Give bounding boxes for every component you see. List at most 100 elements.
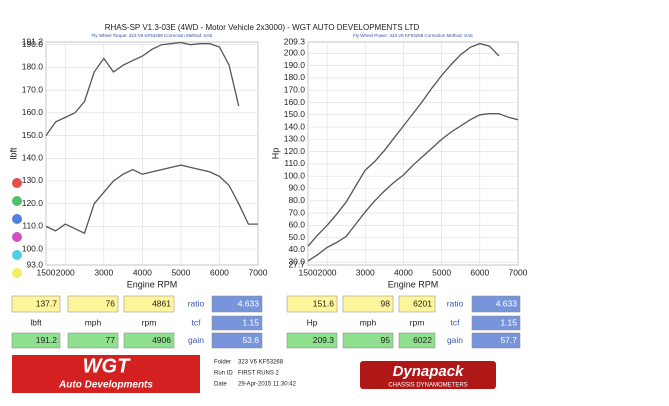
y-tick-label: 160.0 bbox=[284, 97, 306, 107]
factor-value: 4.633 bbox=[238, 298, 260, 308]
readout-value: 98 bbox=[381, 298, 391, 308]
folder-value: 323 V6 KF53268 bbox=[238, 360, 284, 366]
readout-value-box bbox=[67, 332, 119, 349]
x-tick-label: 7000 bbox=[249, 267, 268, 277]
logo-text: WGT bbox=[83, 355, 131, 377]
y-tick-label: 170.0 bbox=[284, 85, 306, 95]
y-tick-label: 90.0 bbox=[288, 183, 305, 193]
curve bbox=[45, 41, 240, 136]
y-axis-title: lbft bbox=[8, 147, 18, 160]
run-label: Run ID bbox=[214, 371, 233, 377]
readout-value: 6201 bbox=[413, 298, 432, 308]
y-tick-label: 200.0 bbox=[284, 48, 306, 58]
wgt-logo bbox=[12, 355, 200, 393]
x-tick-label: 4000 bbox=[133, 267, 152, 277]
readout-value: 4906 bbox=[152, 335, 171, 345]
readout-value: 137.7 bbox=[36, 298, 58, 308]
readout-value-box bbox=[11, 295, 61, 313]
y-tick-label: 150.0 bbox=[22, 130, 44, 140]
factor-value-box bbox=[211, 332, 263, 349]
brand-subtext: CHASSIS DYNAMOMETERS bbox=[388, 383, 467, 389]
channel-dot bbox=[12, 268, 22, 278]
readout-value-box bbox=[398, 295, 436, 313]
channel-dot bbox=[12, 232, 22, 242]
y-tick-label: 110.0 bbox=[284, 158, 305, 168]
x-axis-title: Engine RPM bbox=[127, 279, 178, 289]
readout-unit: rpm bbox=[410, 317, 425, 327]
y-tick-label: 80.0 bbox=[288, 195, 305, 205]
readout-value: 4861 bbox=[152, 298, 171, 308]
y-tick-label: 180.0 bbox=[284, 72, 306, 82]
logo-subtext: Auto Developments bbox=[58, 380, 153, 391]
x-tick-label: 2000 bbox=[56, 267, 75, 277]
x-tick-label: 2000 bbox=[318, 267, 337, 277]
y-tick-label: 93.0 bbox=[26, 259, 43, 269]
readout-unit: mph bbox=[360, 317, 377, 327]
readout-value-box bbox=[67, 295, 119, 313]
dynapack-logo bbox=[360, 361, 496, 389]
folder-label: Folder bbox=[214, 360, 231, 366]
x-axis-title: Engine RPM bbox=[388, 279, 439, 289]
readout-value: 6022 bbox=[413, 335, 432, 345]
readout-value: 191.2 bbox=[36, 335, 58, 345]
readout-value-box bbox=[286, 295, 338, 313]
factor-label: gain bbox=[188, 335, 204, 345]
y-tick-label: 100.0 bbox=[284, 170, 306, 180]
factor-label: ratio bbox=[447, 298, 464, 308]
readout-unit: lbft bbox=[30, 317, 42, 327]
footer: WGT Auto Developments Folder 323 V6 KF53… bbox=[12, 355, 496, 393]
factor-value: 1.15 bbox=[500, 317, 517, 327]
readout-value-box bbox=[123, 295, 175, 313]
y-tick-label: 40.0 bbox=[288, 244, 305, 254]
plot-area bbox=[45, 41, 259, 266]
y-axis-title: Hp bbox=[270, 148, 280, 160]
readout-value: 76 bbox=[106, 298, 116, 308]
y-tick-label: 110.0 bbox=[22, 221, 43, 231]
factor-label: gain bbox=[447, 335, 463, 345]
readout-value-box bbox=[398, 332, 436, 349]
factor-label: tcf bbox=[451, 317, 461, 327]
y-tick-label: 120.0 bbox=[22, 198, 44, 208]
readout-value: 151.6 bbox=[313, 298, 335, 308]
y-tick-label: 27.7 bbox=[288, 259, 305, 269]
curve bbox=[307, 42, 500, 247]
channel-dot bbox=[12, 250, 22, 260]
y-tick-label: 70.0 bbox=[288, 207, 305, 217]
x-tick-label: 3000 bbox=[356, 267, 375, 277]
plot-area bbox=[307, 41, 519, 266]
y-tick-label: 140.0 bbox=[284, 121, 306, 131]
y-tick-label: 60.0 bbox=[288, 220, 305, 230]
readout-value-box bbox=[342, 295, 394, 313]
factor-value-box bbox=[211, 295, 263, 313]
x-tick-label: 1500 bbox=[37, 267, 56, 277]
factor-value: 53.6 bbox=[242, 335, 259, 345]
factor-value: 57.7 bbox=[500, 335, 517, 345]
factor-value: 4.633 bbox=[496, 298, 518, 308]
x-tick-label: 5000 bbox=[432, 267, 451, 277]
y-tick-label: 130.0 bbox=[284, 134, 306, 144]
chart-subtitle: Fly Wheel Power: 323 V6 KF53268 Correcti… bbox=[353, 33, 473, 38]
sheet-title: RHAS-SP V1.3-03E (4WD - Motor Vehicle 2x… bbox=[105, 23, 420, 32]
x-tick-label: 6000 bbox=[210, 267, 229, 277]
y-tick-label: 140.0 bbox=[22, 153, 44, 163]
y-tick-label: 190.0 bbox=[284, 60, 306, 70]
run-value: FIRST RUNS 2 bbox=[238, 371, 280, 377]
x-tick-label: 1500 bbox=[299, 267, 318, 277]
y-tick-label: 190.0 bbox=[22, 39, 44, 49]
y-tick-label: 180.0 bbox=[22, 62, 44, 72]
y-tick-label: 30.0 bbox=[288, 256, 305, 266]
readout-unit: mph bbox=[85, 317, 102, 327]
readout-value-box bbox=[11, 332, 61, 349]
y-tick-label: 120.0 bbox=[284, 146, 306, 156]
channel-dot bbox=[12, 214, 22, 224]
y-tick-label: 191.2 bbox=[22, 36, 44, 46]
readout-value: 77 bbox=[106, 335, 116, 345]
x-tick-label: 4000 bbox=[394, 267, 413, 277]
readout-unit: rpm bbox=[142, 317, 157, 327]
readout-value: 209.3 bbox=[313, 335, 335, 345]
factor-value: 1.15 bbox=[242, 317, 259, 327]
factor-value-box bbox=[211, 315, 263, 331]
factor-label: ratio bbox=[188, 298, 205, 308]
y-tick-label: 209.3 bbox=[284, 36, 306, 46]
